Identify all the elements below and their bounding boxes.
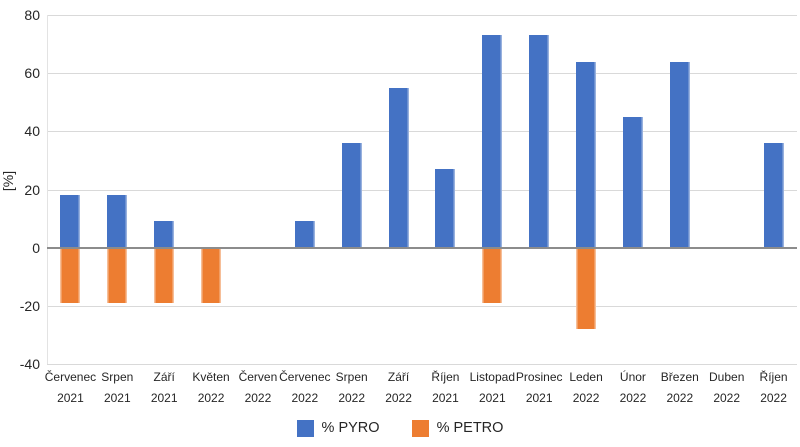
y-tick-label: 80 xyxy=(24,7,40,23)
x-tick-year: 2021 xyxy=(432,391,459,405)
bar-pyro xyxy=(388,87,409,248)
bar-petro xyxy=(60,247,81,303)
x-tick-year: 2022 xyxy=(385,391,412,405)
legend-label-pyro: % PYRO xyxy=(321,420,380,436)
bar-pyro xyxy=(482,35,503,248)
x-tick-year: 2022 xyxy=(760,391,787,405)
bar-pyro xyxy=(154,221,175,248)
x-tick-label: Září 2021 xyxy=(141,367,188,411)
bar-petro xyxy=(482,247,503,303)
legend-item-pyro: % PYRO xyxy=(296,419,380,437)
y-tick-label: -20 xyxy=(19,297,40,314)
y-tick-label: 60 xyxy=(24,65,40,82)
x-tick-label: Srpen 2022 xyxy=(328,367,375,411)
y-tick-label: 0 xyxy=(32,239,40,256)
x-tick-month: Březen xyxy=(660,370,699,384)
x-tick-year: 2022 xyxy=(666,391,694,405)
x-tick-month: Prosinec xyxy=(515,370,563,384)
legend-swatch-petro xyxy=(411,419,429,437)
x-tick-label: Červenec 2021 xyxy=(44,367,97,411)
bar-pyro xyxy=(341,142,362,248)
x-tick-month: Září xyxy=(387,370,410,384)
x-tick-month: Leden xyxy=(569,370,603,384)
bar-pyro xyxy=(435,169,456,248)
bar-pyro xyxy=(107,195,128,248)
bar-pyro xyxy=(669,61,690,248)
x-tick-month: Únor xyxy=(619,370,646,384)
x-tick-label: Listopad 2021 xyxy=(469,367,516,411)
x-tick-month: Listopad xyxy=(469,370,515,384)
bar-petro xyxy=(107,247,128,303)
legend: % PYRO % PETRO xyxy=(0,417,800,439)
x-tick-label: Srpen 2021 xyxy=(94,367,141,411)
x-tick-month: Červenec xyxy=(44,370,97,384)
legend-swatch-pyro xyxy=(296,419,314,437)
x-tick-year: 2021 xyxy=(525,391,553,405)
x-tick-month: Srpen xyxy=(101,370,134,384)
gridline xyxy=(47,189,797,191)
y-tick-label: 20 xyxy=(24,181,40,198)
gridline xyxy=(47,131,797,133)
x-tick-label: Září 2022 xyxy=(375,367,422,411)
x-tick-label: Duben 2022 xyxy=(703,367,750,411)
x-tick-year: 2022 xyxy=(197,391,225,405)
x-tick-year: 2021 xyxy=(103,391,131,405)
x-tick-year: 2021 xyxy=(57,391,84,405)
bar-petro xyxy=(154,247,175,303)
x-tick-month: Říjen xyxy=(759,370,788,384)
x-tick-month: Červen xyxy=(238,370,278,384)
x-tick-year: 2021 xyxy=(478,391,506,405)
gridline xyxy=(47,15,797,16)
bar-pyro xyxy=(763,142,784,248)
zero-axis-line xyxy=(47,246,797,249)
bar-pyro xyxy=(622,116,643,248)
x-tick-label: Červen 2022 xyxy=(235,367,282,411)
legend-item-petro: % PETRO xyxy=(411,419,504,437)
y-tick-label: 40 xyxy=(24,123,40,140)
x-tick-month: Červenec xyxy=(279,370,331,384)
x-tick-year: 2022 xyxy=(572,391,600,405)
legend-label-petro: % PETRO xyxy=(436,420,504,436)
x-tick-month: Srpen xyxy=(335,370,368,384)
bar-pyro xyxy=(60,195,81,248)
x-tick-label: Červenec 2022 xyxy=(279,367,331,411)
x-tick-year: 2021 xyxy=(150,391,178,405)
bar-pyro xyxy=(576,61,597,248)
x-tick-label: Prosinec 2021 xyxy=(516,367,563,411)
y-tick-label: -40 xyxy=(19,356,40,372)
x-tick-label: Únor 2022 xyxy=(610,367,657,411)
x-tick-year: 2022 xyxy=(713,391,741,405)
x-tick-month: Květen xyxy=(192,370,230,384)
gridline xyxy=(47,305,797,307)
x-tick-label: Říjen 2021 xyxy=(422,367,469,411)
bar-petro xyxy=(201,247,222,303)
x-tick-year: 2022 xyxy=(291,391,319,405)
x-tick-month: Říjen xyxy=(431,370,460,384)
x-tick-year: 2022 xyxy=(619,391,647,405)
bar-pyro xyxy=(529,35,550,248)
x-tick-label: Leden 2022 xyxy=(563,367,610,411)
x-tick-label: Březen 2022 xyxy=(656,367,703,411)
x-tick-month: Září xyxy=(153,370,175,384)
x-tick-year: 2022 xyxy=(338,391,366,405)
x-tick-label: Květen 2022 xyxy=(188,367,235,411)
plot-area xyxy=(47,15,797,364)
gridline xyxy=(47,73,797,75)
bar-pyro xyxy=(294,221,315,248)
bar-petro xyxy=(576,247,597,330)
x-tick-month: Duben xyxy=(709,370,745,384)
gridline xyxy=(47,364,797,365)
x-tick-label: Říjen 2022 xyxy=(750,367,797,411)
x-tick-year: 2022 xyxy=(244,391,272,405)
